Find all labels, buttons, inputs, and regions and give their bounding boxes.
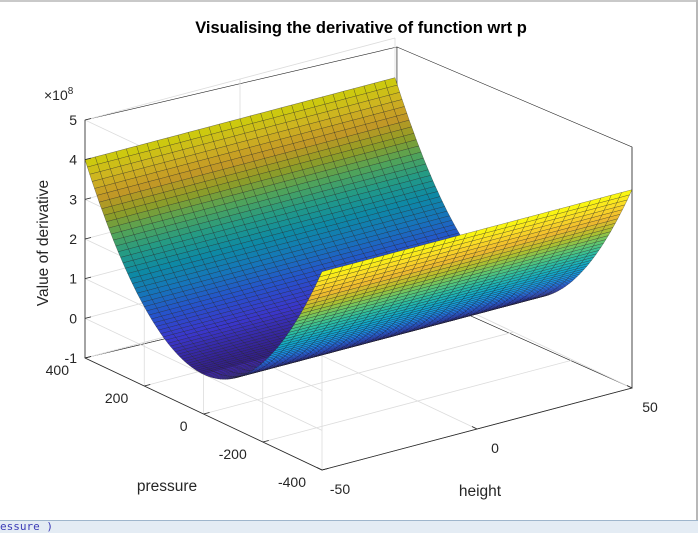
z-tick-label: 5 (69, 112, 77, 128)
command-window-text: essure ) (0, 520, 53, 533)
surface-plot[interactable]: -1 0 1 2 3 4 5 -400 -200 0 200 400 -50 0 50 Visualisin… (0, 0, 698, 520)
height-tick (316, 467, 323, 471)
pressure-tick-label: 200 (105, 390, 129, 406)
pressure-tick-label: 400 (46, 362, 70, 378)
z-tick-label: 3 (69, 191, 77, 207)
axis-ticks: -1 0 1 2 3 4 5 -400 -200 0 200 400 -50 0 50 (46, 112, 658, 497)
z-tick-label: 2 (69, 231, 77, 247)
command-window-strip: essure ) (0, 520, 698, 533)
z-tick (84, 157, 92, 161)
height-tick (626, 385, 633, 389)
height-axis-label: height (459, 483, 502, 500)
pressure-tick (321, 468, 329, 471)
z-tick-label: 4 (69, 152, 77, 168)
pressure-tick-label: -400 (278, 474, 306, 490)
chart-title: Visualising the derivative of function w… (195, 19, 527, 37)
z-exponent-base: ×10 (44, 87, 68, 103)
z-exponent-power: 8 (68, 86, 74, 97)
pressure-tick (203, 412, 210, 415)
pressure-axis-label: pressure (137, 478, 197, 495)
height-tick-label: -50 (330, 481, 350, 497)
pressure-tick-label: -200 (219, 446, 247, 462)
z-tick (84, 237, 92, 240)
derivative-surface (84, 77, 633, 380)
z-tick-label: 0 (69, 310, 77, 326)
z-tick (84, 316, 92, 319)
height-tick-label: 50 (642, 399, 658, 415)
pressure-tick (262, 440, 269, 443)
z-axis-label: Value of derivative (35, 180, 52, 306)
z-exponent-label: ×108 (44, 86, 74, 103)
height-tick (471, 426, 478, 430)
z-tick-label: -1 (65, 350, 78, 366)
pressure-tick (144, 384, 151, 387)
pressure-tick (84, 356, 92, 359)
window-top-border (0, 0, 698, 2)
z-tick (84, 118, 92, 121)
z-tick (84, 276, 92, 280)
window-right-border (696, 0, 698, 520)
height-tick-label: 0 (491, 440, 499, 456)
pressure-tick-label: 0 (180, 418, 188, 434)
z-tick-label: 1 (69, 271, 77, 287)
z-tick (84, 197, 92, 200)
